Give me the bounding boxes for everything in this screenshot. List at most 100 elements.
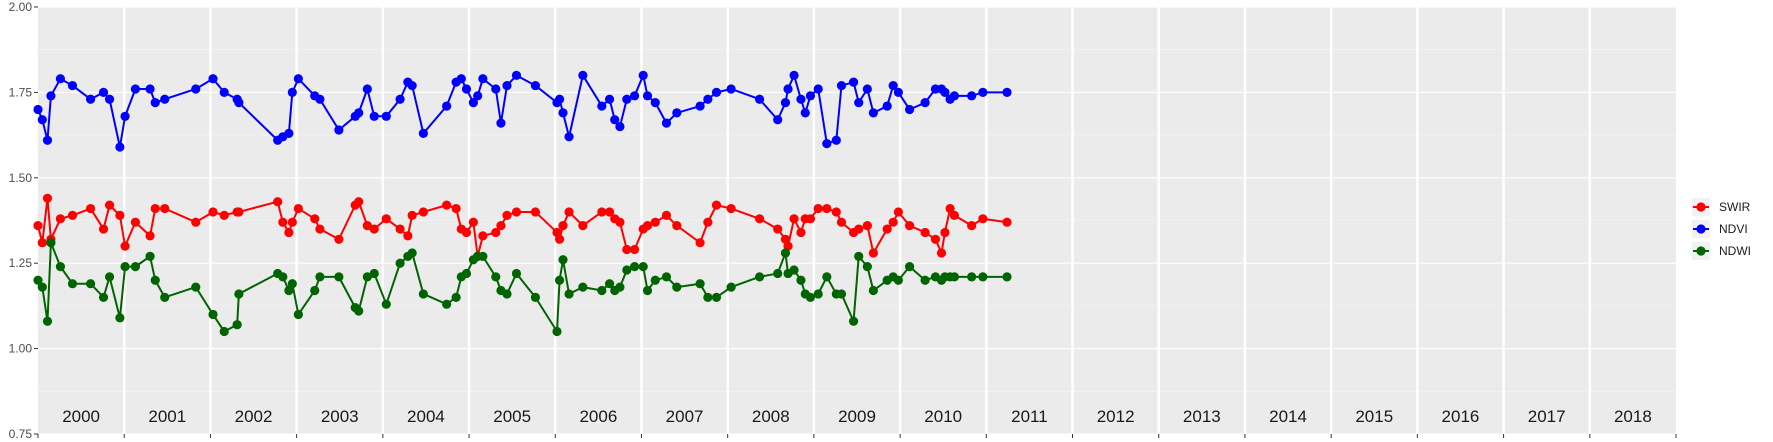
data-point bbox=[55, 262, 66, 272]
data-point bbox=[862, 84, 872, 94]
data-point bbox=[85, 203, 96, 214]
data-point bbox=[904, 221, 915, 231]
year-label: 2011 bbox=[1011, 407, 1048, 426]
data-point bbox=[362, 221, 372, 231]
data-point bbox=[104, 94, 115, 104]
legend-key-point bbox=[1696, 202, 1706, 212]
data-point bbox=[726, 203, 736, 214]
data-point bbox=[362, 272, 372, 282]
data-point bbox=[461, 84, 472, 94]
data-point bbox=[130, 84, 141, 94]
data-point bbox=[491, 227, 501, 238]
data-point bbox=[893, 87, 903, 97]
legend-label: NDWI bbox=[1719, 244, 1751, 258]
data-point bbox=[629, 262, 640, 272]
data-point bbox=[661, 272, 672, 282]
data-point bbox=[558, 255, 568, 265]
data-point bbox=[604, 207, 615, 217]
data-point bbox=[597, 285, 607, 296]
data-point bbox=[418, 128, 428, 138]
data-point bbox=[33, 104, 43, 115]
data-point bbox=[564, 289, 574, 299]
data-point bbox=[369, 224, 379, 234]
data-point bbox=[115, 142, 125, 152]
data-point bbox=[780, 248, 791, 258]
data-point bbox=[145, 84, 155, 94]
data-point bbox=[120, 111, 130, 121]
data-point bbox=[578, 221, 588, 231]
data-point bbox=[395, 94, 405, 104]
data-point bbox=[773, 268, 783, 279]
data-point bbox=[191, 84, 201, 94]
data-point bbox=[407, 80, 417, 91]
data-point bbox=[796, 227, 806, 238]
year-label: 2000 bbox=[62, 407, 100, 426]
year-label: 2014 bbox=[1269, 407, 1307, 426]
data-point bbox=[334, 234, 344, 244]
data-point bbox=[287, 87, 297, 97]
data-point bbox=[868, 248, 878, 258]
data-point bbox=[813, 289, 823, 299]
data-point bbox=[893, 275, 903, 285]
data-point bbox=[293, 74, 303, 84]
year-label: 2001 bbox=[148, 407, 186, 426]
legend-label: NDVI bbox=[1719, 222, 1748, 236]
data-point bbox=[46, 238, 56, 248]
year-label: 2008 bbox=[752, 407, 790, 426]
data-point bbox=[888, 217, 898, 227]
data-point bbox=[848, 77, 859, 87]
data-point bbox=[478, 231, 488, 241]
data-point bbox=[130, 262, 141, 272]
data-point bbox=[780, 98, 791, 108]
data-point bbox=[46, 91, 56, 101]
data-point bbox=[33, 221, 43, 231]
data-point bbox=[813, 84, 823, 94]
data-point bbox=[468, 98, 478, 108]
data-point bbox=[854, 98, 864, 108]
data-point bbox=[978, 214, 988, 224]
data-point bbox=[945, 203, 955, 214]
y-tick-label: 1.00 bbox=[9, 342, 33, 356]
data-point bbox=[615, 217, 625, 227]
data-point bbox=[642, 285, 653, 296]
data-point bbox=[120, 262, 130, 272]
data-point bbox=[284, 128, 294, 138]
year-label: 2015 bbox=[1355, 407, 1393, 426]
data-point bbox=[461, 227, 472, 238]
data-point bbox=[354, 306, 364, 316]
data-point bbox=[661, 210, 672, 220]
data-point bbox=[564, 207, 574, 217]
legend-key-point bbox=[1696, 246, 1706, 256]
data-point bbox=[208, 207, 218, 217]
legend-item-ndwi: NDWI bbox=[1692, 242, 1751, 260]
year-label: 2002 bbox=[235, 407, 273, 426]
data-point bbox=[362, 84, 372, 94]
series-ndwi bbox=[33, 238, 1012, 337]
data-point bbox=[219, 87, 229, 97]
data-point bbox=[354, 108, 364, 118]
data-point bbox=[37, 115, 47, 125]
year-label: 2017 bbox=[1528, 407, 1566, 426]
series-ndvi bbox=[33, 70, 1012, 152]
data-point bbox=[502, 289, 512, 299]
data-point bbox=[130, 217, 141, 227]
data-point bbox=[150, 275, 160, 285]
data-point bbox=[904, 262, 915, 272]
data-point bbox=[381, 299, 391, 309]
data-point bbox=[949, 91, 960, 101]
data-point bbox=[234, 289, 244, 299]
data-point bbox=[191, 217, 201, 227]
data-point bbox=[461, 268, 472, 279]
data-point bbox=[104, 200, 115, 210]
data-point bbox=[354, 197, 364, 207]
data-point bbox=[315, 94, 325, 104]
data-point bbox=[622, 265, 632, 275]
data-point bbox=[564, 132, 574, 142]
data-point bbox=[442, 101, 452, 111]
data-point bbox=[882, 101, 892, 111]
data-point bbox=[67, 80, 78, 91]
data-point bbox=[726, 84, 736, 94]
data-point bbox=[805, 91, 816, 101]
data-point bbox=[85, 94, 96, 104]
